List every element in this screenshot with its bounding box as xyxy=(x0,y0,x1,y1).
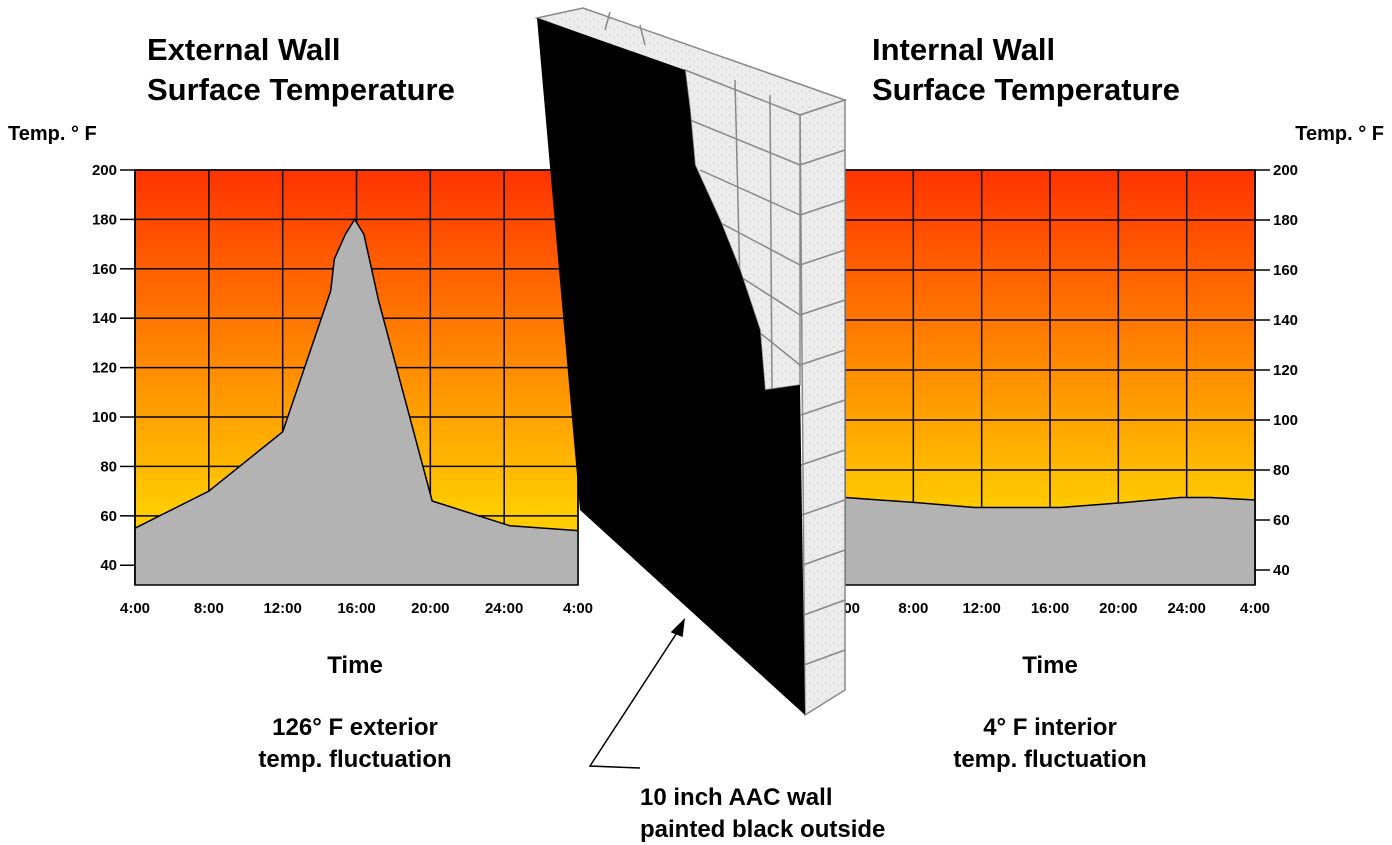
y-tick-label: 80 xyxy=(100,458,117,475)
annotation: temp. fluctuation xyxy=(953,746,1146,773)
annotation: 4° F interior xyxy=(983,714,1117,741)
y-axis-label: Temp. ° F xyxy=(1295,123,1384,145)
chart-title: Internal Wall xyxy=(872,32,1055,67)
y-tick-label: 200 xyxy=(92,162,117,179)
y-tick-label: 140 xyxy=(1273,312,1298,329)
y-tick-label: 100 xyxy=(92,409,117,426)
area-line xyxy=(844,496,1256,509)
x-tick-label: 16:00 xyxy=(1031,600,1069,617)
wall-black-face xyxy=(537,18,805,715)
x-axis-label: Time xyxy=(327,652,383,679)
y-tick-label: 100 xyxy=(1273,412,1298,429)
y-tick-label: 200 xyxy=(1273,162,1298,179)
x-tick-label: 24:00 xyxy=(485,600,523,617)
x-tick-label: 4:00 xyxy=(563,600,593,617)
y-tick-label: 120 xyxy=(1273,362,1298,379)
brick-lines xyxy=(604,11,846,666)
x-tick-label: 20:00 xyxy=(1099,600,1137,617)
annotation: temp. fluctuation xyxy=(258,746,451,773)
x-tick-label: 12:00 xyxy=(263,600,301,617)
wall-label: 10 inch AAC wall xyxy=(640,784,833,811)
x-tick-label: 8:00 xyxy=(898,600,928,617)
y-tick-label: 120 xyxy=(92,360,117,377)
y-tick-label: 40 xyxy=(1273,562,1290,579)
wall xyxy=(534,7,848,717)
y-tick-label: 60 xyxy=(100,508,117,525)
x-tick-label: 20:00 xyxy=(411,600,449,617)
y-tick-label: 60 xyxy=(1273,512,1290,529)
area-line xyxy=(134,217,579,532)
arrow xyxy=(588,617,686,769)
y-tick-label: 160 xyxy=(92,261,117,278)
chart-title: Surface Temperature xyxy=(872,72,1180,107)
y-tick-label: 180 xyxy=(1273,212,1298,229)
chart: Internal Wall Surface Temperature Temp. ° … xyxy=(830,32,1384,773)
chart-title: Surface Temperature xyxy=(147,72,455,107)
chart: External Wall Surface Temperature Temp. ° … xyxy=(8,32,593,773)
x-tick-label: 4:00 xyxy=(120,600,150,617)
x-tick-label: 4:00 xyxy=(1240,600,1270,617)
y-tick-label: 40 xyxy=(100,557,117,574)
y-tick-label: 80 xyxy=(1273,462,1290,479)
annotation: 126° F exterior xyxy=(272,714,438,741)
wall-label: painted black outside xyxy=(640,816,885,843)
area xyxy=(845,497,1255,585)
x-tick-label: 12:00 xyxy=(962,600,1000,617)
chart-title: External Wall xyxy=(147,32,341,67)
area xyxy=(135,219,578,585)
y-tick-label: 140 xyxy=(92,310,117,327)
y-tick-label: 160 xyxy=(1273,262,1298,279)
y-axis-label: Temp. ° F xyxy=(8,123,97,145)
y-tick-label: 180 xyxy=(92,211,117,228)
x-axis-label: Time xyxy=(1022,652,1078,679)
x-tick-label: 16:00 xyxy=(337,600,375,617)
x-tick-label: 8:00 xyxy=(194,600,224,617)
x-tick-label: 24:00 xyxy=(1167,600,1205,617)
